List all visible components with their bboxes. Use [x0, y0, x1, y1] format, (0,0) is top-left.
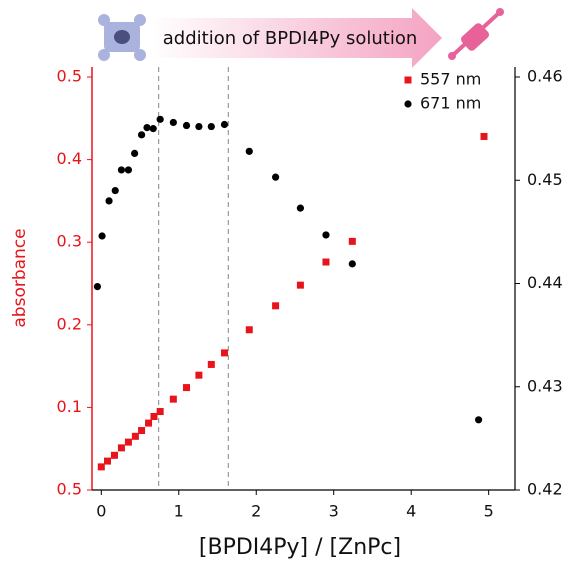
point: [272, 173, 280, 181]
point: [245, 147, 253, 155]
point: [124, 166, 133, 174]
point: [103, 457, 111, 465]
point: [220, 349, 228, 357]
x-tick-label: 5: [484, 502, 494, 521]
annotation: addition of BPDI4Py solution: [163, 28, 418, 49]
point: [245, 326, 253, 334]
point: [156, 115, 164, 123]
point: [322, 231, 330, 239]
point: [207, 122, 215, 131]
point: [138, 427, 146, 435]
point: [131, 432, 139, 440]
y2-tick-label: 0.42: [527, 480, 563, 499]
point: [97, 463, 105, 471]
banner: addition of BPDI4Py solution: [98, 8, 504, 68]
y-axis-label: absorbance: [10, 228, 30, 327]
acceptor-icon: [448, 8, 504, 60]
donor-icon: [98, 14, 146, 61]
point: [207, 360, 215, 368]
y-tick-label: 0.5: [57, 67, 82, 86]
point: [150, 412, 158, 420]
point: [145, 419, 153, 427]
y-tick-label: 0.3: [57, 232, 82, 251]
point: [137, 131, 146, 139]
point: [296, 204, 305, 212]
arrow: [150, 8, 442, 68]
point: [93, 282, 102, 291]
point: [296, 281, 304, 289]
x-tick-label: 4: [406, 502, 416, 521]
y2-tick-label: 0.44: [527, 273, 563, 292]
point: [348, 260, 356, 268]
legend-label: 557 nm: [420, 70, 481, 89]
legend-marker: [404, 100, 412, 108]
y-tick-label: 0.4: [57, 149, 82, 168]
x-tick-label: 0: [96, 502, 106, 521]
point: [195, 371, 203, 379]
legend-marker: [404, 76, 412, 84]
x-tick-label: 1: [174, 502, 184, 521]
x-tick-label: 2: [251, 502, 261, 521]
point: [272, 302, 280, 310]
y-tick-label: 0.5: [57, 480, 82, 499]
point: [110, 451, 118, 459]
x-axis-label: [BPDI4Py] / [ZnPc]: [199, 535, 401, 560]
y2-tick-label: 0.45: [527, 170, 563, 189]
point: [111, 186, 119, 195]
point: [348, 237, 356, 245]
legend-label: 671 nm: [420, 94, 481, 113]
point: [98, 232, 106, 240]
point: [149, 125, 157, 133]
y2-tick-label: 0.43: [527, 376, 563, 395]
point: [117, 166, 126, 174]
y-tick-label: 0.1: [57, 397, 82, 416]
point: [131, 149, 139, 158]
point: [117, 444, 125, 452]
point: [143, 123, 151, 132]
point: [322, 258, 330, 266]
point: [220, 120, 229, 129]
point: [105, 197, 113, 205]
point: [480, 132, 488, 140]
point: [156, 408, 164, 416]
point: [195, 122, 203, 131]
point: [169, 395, 177, 403]
point: [169, 118, 177, 127]
point: [183, 384, 191, 392]
point: [182, 121, 191, 130]
y-tick-label: 0.2: [57, 314, 82, 333]
point: [124, 438, 132, 446]
point: [474, 416, 483, 424]
x-tick-label: 3: [329, 502, 339, 521]
y2-tick-label: 0.46: [527, 67, 563, 86]
